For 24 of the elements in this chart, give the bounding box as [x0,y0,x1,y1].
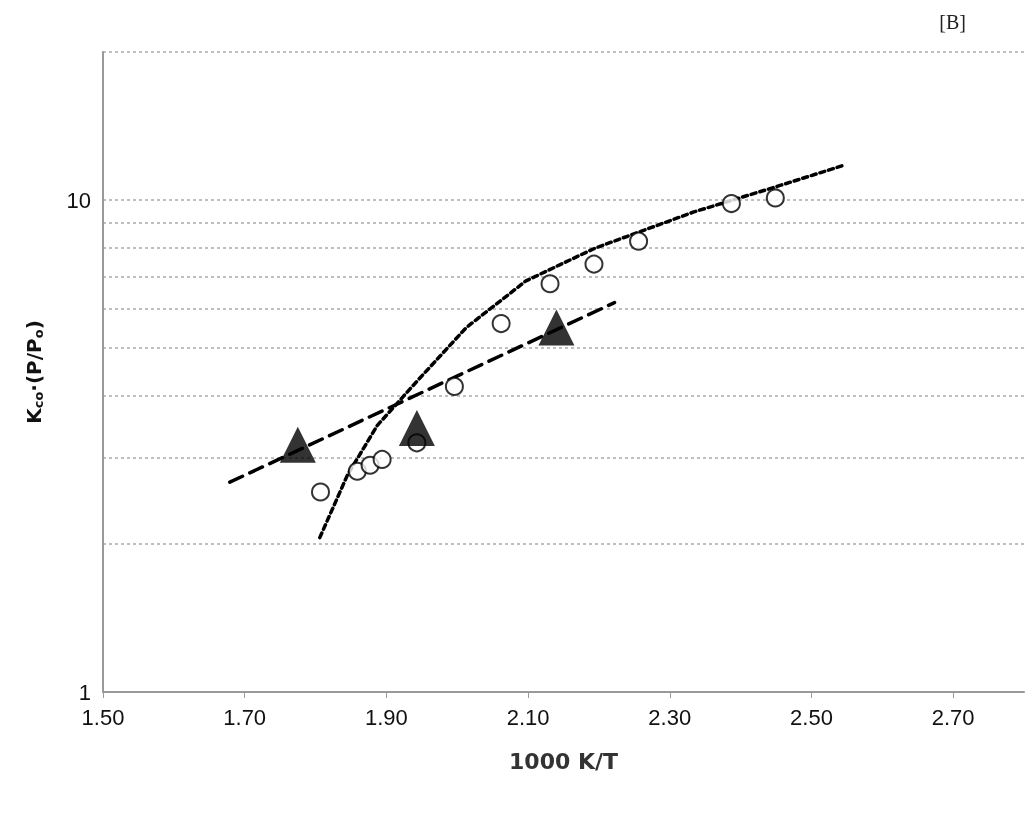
y-axis-title: Kco·(P/Po) [21,320,46,424]
point [629,231,649,251]
point [311,482,330,502]
point [491,314,511,334]
point [279,426,316,463]
y-tick-label: 10 [66,187,91,213]
point [721,194,741,214]
text: [B] [939,11,967,33]
y-tick-label: 1 [78,679,91,705]
x-tick-label: 2.10 [506,704,550,730]
point [765,188,785,208]
x-tick-label: 2.30 [648,704,692,730]
point [398,410,435,447]
x-tick-label: 1.90 [364,704,408,730]
point [540,274,560,294]
point [538,309,575,346]
point [584,254,604,274]
x-tick-label: 2.50 [790,704,833,730]
x-tick-label: 2.70 [931,704,975,730]
x-tick-label: 1.70 [223,704,267,730]
point [372,449,392,469]
x-tick-label: 1.50 [81,704,125,730]
x-axis-title: 1000 K/T [509,748,618,774]
point [444,376,464,396]
